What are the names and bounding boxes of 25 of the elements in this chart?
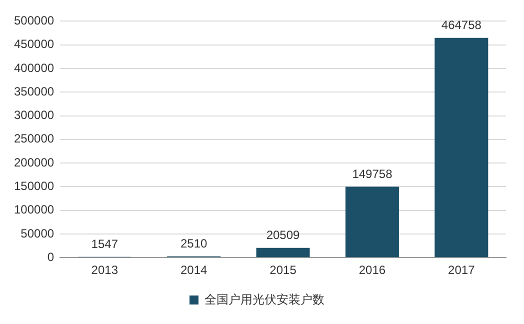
- data-label: 20509: [266, 228, 300, 242]
- x-tick-label: 2015: [270, 263, 297, 278]
- y-tick-label: 500000: [14, 14, 54, 28]
- y-tick-label: 250000: [14, 132, 54, 146]
- y-tick-label: 200000: [14, 155, 54, 170]
- y-tick-label: 50000: [20, 226, 54, 240]
- y-tick-label: 150000: [14, 178, 54, 193]
- y-tick-label: 450000: [14, 37, 54, 52]
- data-label: 2510: [180, 236, 208, 251]
- x-tick-label: 2016: [358, 263, 386, 278]
- x-tick-label: 2014: [180, 263, 208, 278]
- data-label: 464758: [441, 18, 482, 32]
- y-tick-label: 350000: [14, 84, 54, 98]
- legend-label: 全国户用光伏安装户数: [204, 292, 324, 306]
- bar: [256, 248, 310, 258]
- x-tick-label: 2013: [91, 263, 118, 278]
- bar: [345, 186, 399, 258]
- data-label: 149758: [352, 167, 393, 182]
- y-tick-label: 0: [47, 250, 54, 264]
- y-tick-label: 100000: [14, 202, 54, 217]
- bar: [434, 38, 488, 258]
- data-label: 1547: [91, 237, 118, 252]
- y-tick-label: 400000: [14, 60, 54, 75]
- y-tick-label: 300000: [14, 108, 54, 122]
- x-tick-label: 2017: [448, 263, 476, 278]
